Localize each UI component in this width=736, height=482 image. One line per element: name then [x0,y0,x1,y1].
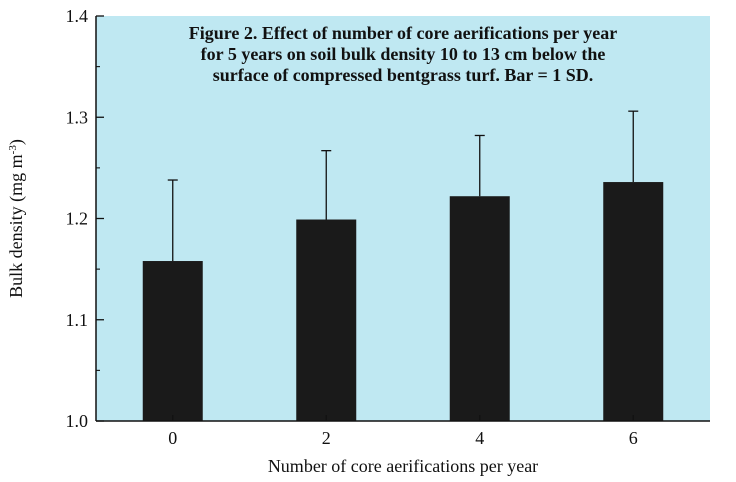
y-tick-label: 1.3 [66,107,89,127]
x-tick-label: 2 [322,428,331,448]
bar-2 [296,219,357,421]
y-tick-label: 1.0 [66,411,89,431]
x-tick-label: 6 [629,428,638,448]
y-axis-label: Bulk density (mg m-3) [6,139,27,298]
chart-title-line-2: for 5 years on soil bulk density 10 to 1… [201,44,606,64]
x-tick-label: 0 [168,428,177,448]
y-axis-label-superscript: -3 [7,145,19,155]
chart-title-line-1: Figure 2. Effect of number of core aerif… [189,23,618,43]
chart-title-line-3: surface of compressed bentgrass turf. Ba… [213,65,594,85]
x-tick-label: 4 [475,428,484,448]
y-tick-label: 1.1 [66,310,89,330]
bar-4 [449,196,510,421]
bar-0 [142,261,203,421]
y-axis-label-main: Bulk density (mg m [6,154,27,298]
y-tick-label: 1.4 [66,6,89,26]
y-tick-label: 1.2 [66,209,89,229]
bar-6 [603,182,664,421]
x-axis-label: Number of core aerifications per year [268,456,538,476]
y-axis-label-close: ) [6,139,27,145]
